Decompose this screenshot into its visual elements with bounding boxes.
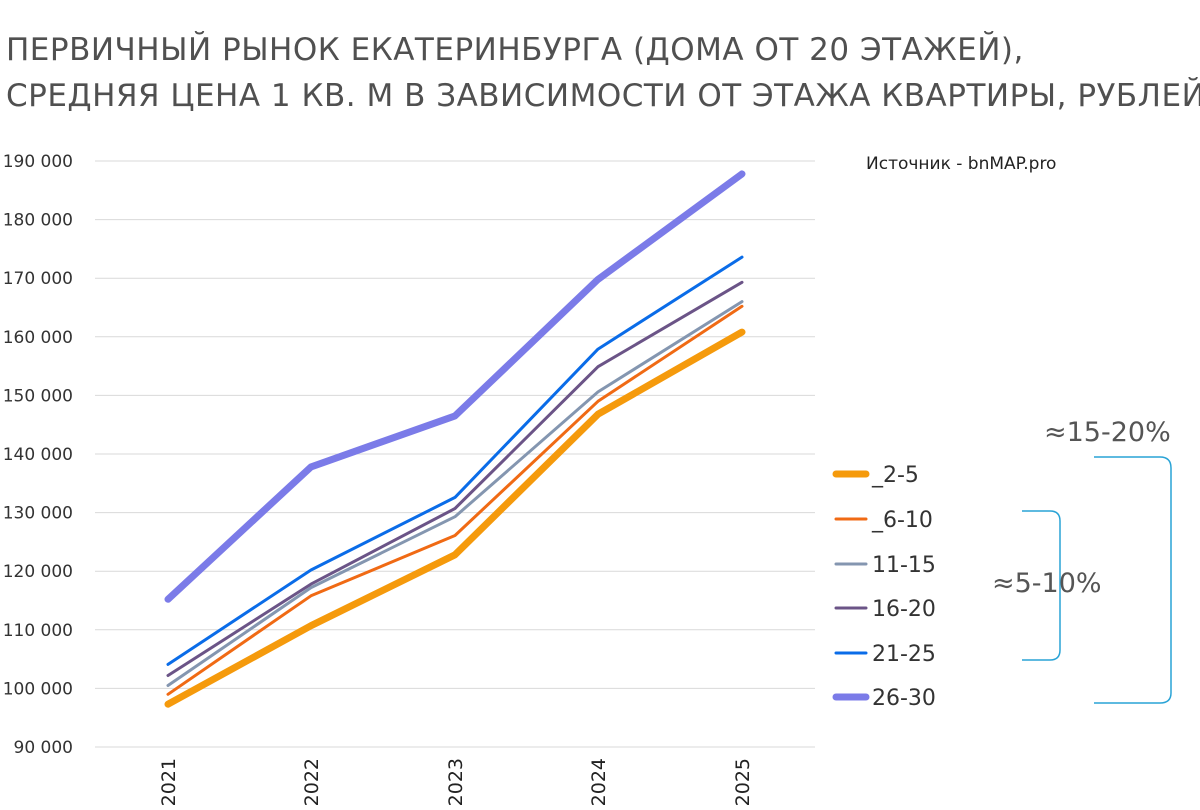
annotation-brackets: ≈15-20% ≈5-10% [992,417,1172,704]
y-tick-label: 130 000 [3,504,73,524]
x-tick-label: 2023 [445,758,467,806]
x-tick-label: 2022 [301,758,323,806]
y-tick-label: 170 000 [3,269,73,289]
y-tick-label: 160 000 [3,328,73,348]
legend-label: 26-30 [872,686,936,711]
y-tick-label: 190 000 [3,152,73,172]
legend-label: 11-15 [872,553,936,578]
y-tick-label: 110 000 [3,621,73,641]
y-tick-label: 90 000 [14,738,73,758]
y-tick-label: 100 000 [3,679,73,699]
y-tick-label: 120 000 [3,562,73,582]
legend-label: 16-20 [872,597,936,622]
annotation-upper: ≈15-20% [1044,417,1171,448]
source-note: Источник - bnMAP.pro [866,154,1057,174]
chart-title-line-2: СРЕДНЯЯ ЦЕНА 1 КВ. М В ЗАВИСИМОСТИ ОТ ЭТ… [6,78,1200,114]
x-tick-label: 2025 [732,758,754,806]
series-line-11-15 [166,300,744,687]
x-tick-label: 2021 [158,758,180,806]
x-axis-ticks: 2021 2022 2023 2024 2025 [158,758,754,806]
y-tick-label: 150 000 [3,386,73,406]
gridlines [95,160,815,748]
lower-bracket [1022,510,1061,661]
chart-title-line-1: ПЕРВИЧНЫЙ РЫНОК ЕКАТЕРИНБУРГА (ДОМА ОТ 2… [6,32,1024,68]
series-line-6-10 [166,304,744,696]
x-tick-label: 2024 [588,758,610,806]
series-lines [164,170,746,708]
legend: _2-5 _6-10 11-15 16-20 21-25 26-30 [832,463,936,711]
y-tick-label: 140 000 [3,445,73,465]
series-line-2-5 [164,328,746,708]
y-tick-label: 180 000 [3,211,73,231]
legend-label: _6-10 [871,508,933,533]
legend-label: 21-25 [872,642,936,667]
annotation-lower: ≈5-10% [992,568,1102,599]
upper-bracket [1094,456,1172,704]
series-line-21-25 [166,255,744,666]
legend-label: _2-5 [871,463,919,488]
series-line-26-30 [164,170,746,603]
series-line-16-20 [166,280,744,677]
y-axis-ticks: 90 000 100 000 110 000 120 000 130 000 140 00… [3,152,73,758]
